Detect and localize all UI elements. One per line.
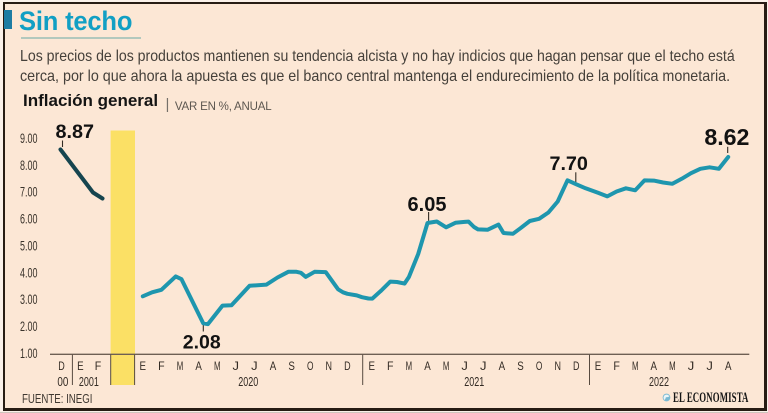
svg-text:M: M (443, 359, 450, 373)
svg-text:2021: 2021 (464, 374, 484, 389)
svg-text:6.00: 6.00 (20, 212, 38, 227)
svg-text:D: D (58, 359, 65, 373)
svg-text:F: F (613, 359, 620, 373)
svg-text:J: J (233, 359, 240, 373)
svg-text:9.00: 9.00 (20, 131, 38, 146)
svg-text:M: M (214, 359, 221, 373)
svg-text:E: E (595, 359, 602, 373)
svg-text:8.87: 8.87 (56, 121, 95, 143)
svg-text:N: N (326, 359, 333, 373)
svg-text:8.00: 8.00 (20, 158, 38, 173)
svg-text:4.00: 4.00 (20, 265, 38, 280)
svg-text:7.70: 7.70 (549, 153, 588, 175)
svg-text:3.00: 3.00 (20, 292, 38, 307)
svg-text:J: J (251, 359, 258, 373)
svg-text:2.00: 2.00 (20, 319, 38, 334)
svg-text:J: J (688, 359, 695, 373)
svg-text:F: F (387, 359, 394, 373)
svg-text:M: M (177, 359, 184, 373)
svg-text:A: A (270, 359, 277, 373)
svg-text:6.05: 6.05 (408, 194, 447, 216)
svg-text:J: J (461, 359, 468, 373)
svg-text:1.00: 1.00 (20, 346, 38, 361)
svg-text:8.62: 8.62 (704, 124, 749, 150)
svg-text:E: E (140, 359, 147, 373)
svg-text:F: F (95, 359, 102, 373)
svg-text:5.00: 5.00 (20, 238, 38, 253)
svg-text:E: E (77, 359, 84, 373)
svg-text:N: N (554, 359, 561, 373)
svg-text:S: S (517, 359, 524, 373)
svg-text:M: M (632, 359, 639, 373)
svg-text:A: A (424, 359, 431, 373)
svg-text:2022: 2022 (649, 374, 669, 389)
svg-text:7.00: 7.00 (20, 185, 38, 200)
svg-text:M: M (669, 359, 676, 373)
svg-text:A: A (499, 359, 506, 373)
svg-text:D: D (573, 359, 580, 373)
svg-text:D: D (344, 359, 351, 373)
svg-text:2.08: 2.08 (183, 332, 221, 354)
svg-text:2001: 2001 (79, 374, 99, 389)
svg-text:A: A (725, 359, 732, 373)
svg-text:O: O (307, 359, 314, 373)
svg-text:2020: 2020 (238, 374, 258, 389)
svg-text:S: S (288, 359, 295, 373)
svg-text:E: E (368, 359, 375, 373)
svg-text:A: A (651, 359, 658, 373)
svg-text:00: 00 (57, 374, 68, 389)
svg-text:M: M (406, 359, 413, 373)
svg-text:A: A (195, 359, 202, 373)
svg-text:J: J (480, 359, 487, 373)
svg-text:F: F (158, 359, 165, 373)
svg-text:O: O (536, 359, 543, 373)
svg-text:J: J (706, 359, 713, 373)
